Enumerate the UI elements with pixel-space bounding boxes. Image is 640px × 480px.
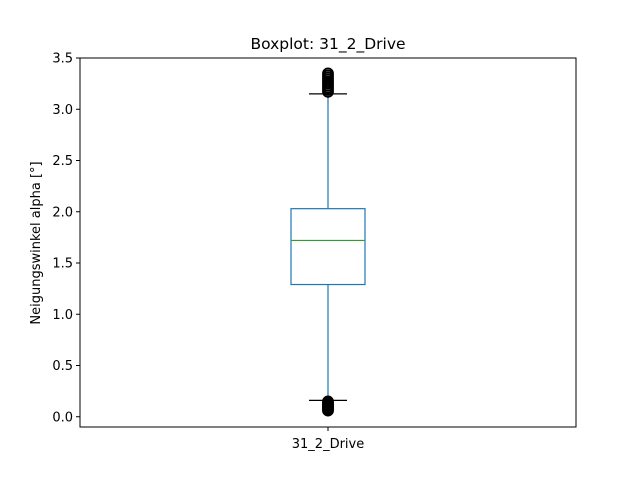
y-tick-label: 1.5 <box>52 257 73 272</box>
outlier-point <box>322 67 334 80</box>
outlier-point <box>322 395 334 408</box>
y-tick-label: 1.0 <box>52 308 73 323</box>
y-tick-label: 2.0 <box>52 205 73 220</box>
y-tick-label: 0.0 <box>52 410 73 425</box>
chart-title: Boxplot: 31_2_Drive <box>250 35 405 54</box>
y-axis-label: Neigungswinkel alpha [°] <box>29 161 44 324</box>
plot-frame <box>79 57 577 428</box>
y-tick-label: 3.5 <box>52 52 73 67</box>
y-tick-label: 2.5 <box>52 154 73 169</box>
x-tick-label: 31_2_Drive <box>292 437 364 452</box>
y-tick-label: 0.5 <box>52 359 73 374</box>
y-tick-label: 3.0 <box>52 103 73 118</box>
plot-area: 0.0 0.5 1.0 1.5 2.0 2.5 3.0 3.5 31_2_Drive <box>52 52 366 452</box>
iqr-box <box>290 208 366 286</box>
